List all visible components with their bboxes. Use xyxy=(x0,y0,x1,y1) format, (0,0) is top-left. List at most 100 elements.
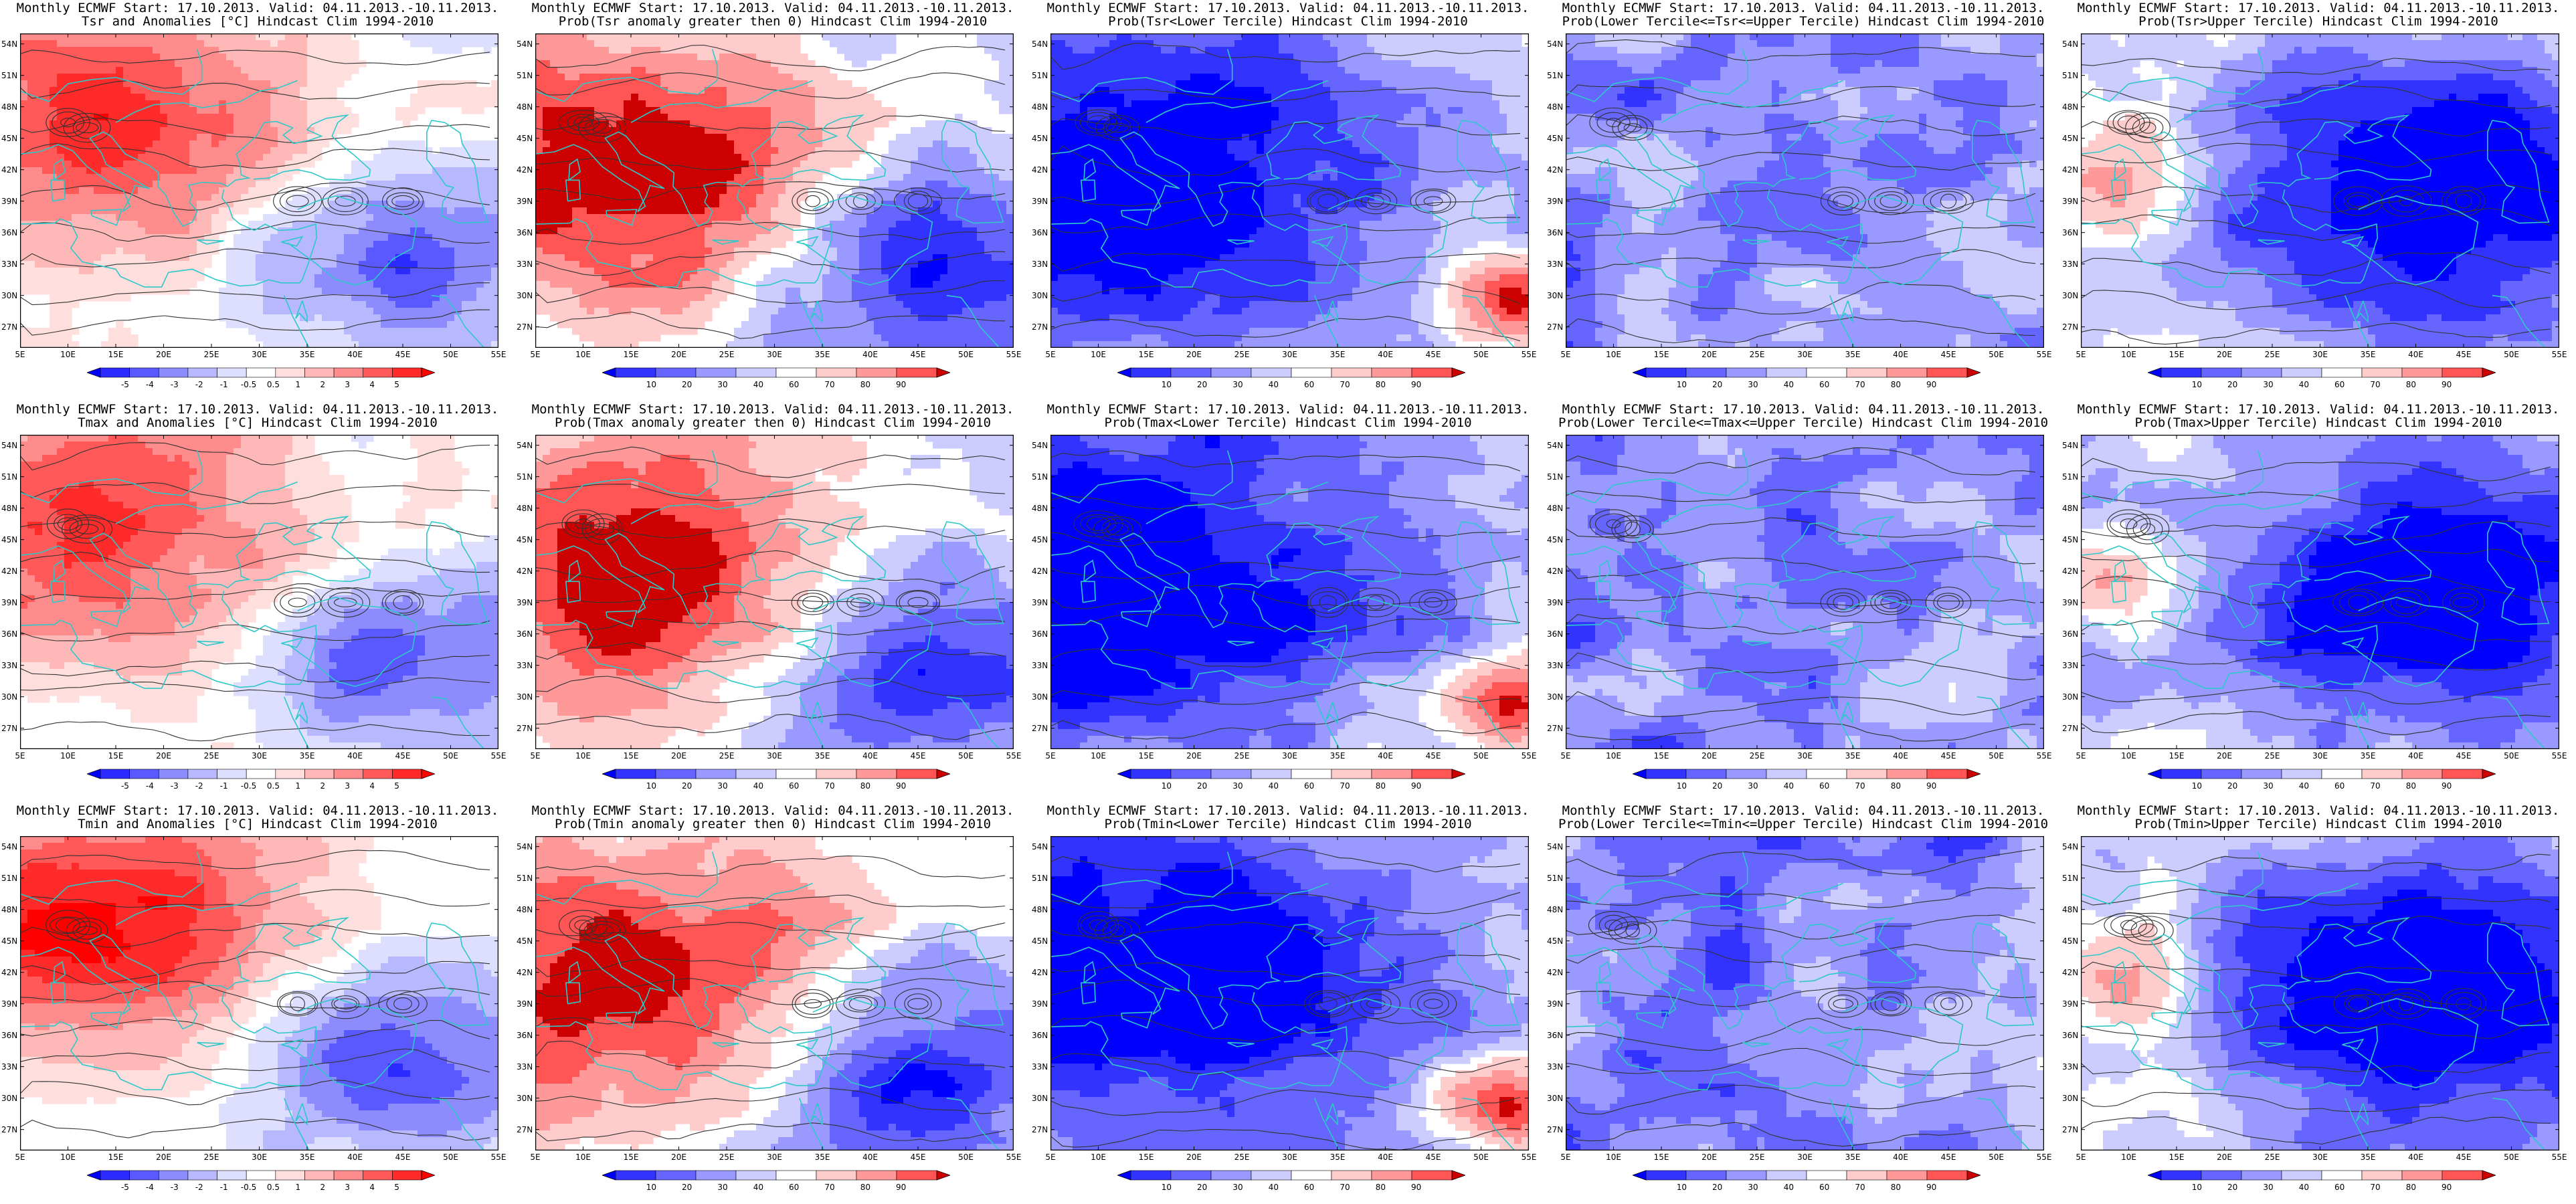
lon-tick-label: 50E xyxy=(443,350,458,359)
panel-subtitle: Prob(Tsr>Upper Tercile) Hindcast Clim 19… xyxy=(2061,15,2576,29)
lat-tick-label: 51N xyxy=(1547,874,1563,883)
lat-tick-label: 27N xyxy=(2062,1125,2078,1134)
lat-tick-label: 36N xyxy=(1547,629,1563,639)
lon-tick-label: 35E xyxy=(2361,350,2376,359)
panel-title: Monthly ECMWF Start: 17.10.2013. Valid: … xyxy=(1546,1,2061,15)
lon-tick-label: 20E xyxy=(2217,751,2232,761)
colorbar-label: 80 xyxy=(2406,1183,2416,1192)
lat-tick-label: 42N xyxy=(517,165,533,175)
forecast-map xyxy=(535,435,1014,749)
lat-tick-label: 27N xyxy=(1032,322,1048,332)
colorbar-label: 60 xyxy=(1304,1183,1314,1192)
lat-tick-label: 48N xyxy=(1032,102,1048,112)
coastlines xyxy=(1566,450,2035,749)
colorbar-label: 3 xyxy=(345,380,350,389)
coastlines xyxy=(535,450,1004,749)
lon-tick-label: 10E xyxy=(1606,751,1621,761)
colorbar-label: 80 xyxy=(1376,380,1386,389)
lat-tick-label: 33N xyxy=(1,1062,17,1072)
lat-tick-label: 45N xyxy=(517,134,533,143)
lat-tick-label: 39N xyxy=(1032,598,1048,607)
lat-tick-label: 42N xyxy=(1032,165,1048,175)
lat-tick-label: 54N xyxy=(517,39,533,49)
map-canvas xyxy=(2081,836,2559,1150)
colorbar-label: 10 xyxy=(1162,781,1172,791)
forecast-panel: Monthly ECMWF Start: 17.10.2013. Valid: … xyxy=(515,401,1030,803)
panel-subtitle: Tmax and Anomalies [°C] Hindcast Clim 19… xyxy=(0,416,515,430)
lat-tick-label: 39N xyxy=(1032,999,1048,1009)
lat-tick-label: 33N xyxy=(517,260,533,269)
lon-tick-label: 35E xyxy=(300,1152,315,1162)
colorbar-label: 90 xyxy=(2442,1183,2452,1192)
lat-tick-label: 33N xyxy=(517,1062,533,1072)
colorbar-label: -4 xyxy=(146,1183,154,1192)
lon-tick-label: 10E xyxy=(1606,350,1621,359)
lon-tick-label: 15E xyxy=(1139,350,1154,359)
lon-tick-label: 35E xyxy=(2361,751,2376,761)
lon-tick-label: 55E xyxy=(1006,1152,1022,1162)
lon-tick-label: 30E xyxy=(1282,350,1297,359)
lon-tick-label: 35E xyxy=(1330,1152,1346,1162)
lat-tick-label: 30N xyxy=(1,1094,17,1103)
lat-tick-label: 54N xyxy=(2062,441,2078,450)
shaded-field xyxy=(20,33,498,348)
colorbar-label: -0.5 xyxy=(241,1183,256,1192)
forecast-map xyxy=(1566,836,2044,1150)
colorbar-label: 4 xyxy=(369,781,375,791)
lat-tick-label: 51N xyxy=(1032,874,1048,883)
lon-tick-label: 45E xyxy=(395,350,411,359)
colorbar-label: 80 xyxy=(1376,1183,1386,1192)
colorbar-label: 20 xyxy=(1197,781,1207,791)
lon-tick-label: 40E xyxy=(347,350,363,359)
lon-tick-label: 55E xyxy=(1006,751,1022,761)
temperature-contours xyxy=(535,856,1006,1142)
lat-tick-label: 30N xyxy=(1,291,17,300)
colorbar: -5 -4 -3 -2 -1 -0.5 0.5 1 2 3 4 5 xyxy=(86,1169,436,1203)
lon-tick-label: 15E xyxy=(1654,1152,1669,1162)
lon-tick-label: 45E xyxy=(2456,350,2472,359)
forecast-map xyxy=(20,836,498,1150)
colorbar-label: 10 xyxy=(1677,781,1687,791)
lat-tick-label: 48N xyxy=(517,504,533,513)
colorbar-label: 40 xyxy=(2299,380,2309,389)
forecast-map xyxy=(20,33,498,348)
lat-tick-label: 27N xyxy=(1,724,17,733)
colorbar-label: 60 xyxy=(1819,380,1829,389)
colorbar: 10 20 30 40 60 70 80 90 xyxy=(601,367,951,400)
forecast-panel: Monthly ECMWF Start: 17.10.2013. Valid: … xyxy=(1030,803,1546,1204)
colorbar: 10 20 30 40 60 70 80 90 xyxy=(2146,367,2497,400)
colorbar: 10 20 30 40 60 70 80 90 xyxy=(2146,1169,2497,1203)
colorbar-label: 20 xyxy=(682,781,692,791)
panel-title: Monthly ECMWF Start: 17.10.2013. Valid: … xyxy=(515,1,1030,15)
forecast-map xyxy=(2081,836,2559,1150)
lon-tick-label: 10E xyxy=(60,350,76,359)
lat-tick-label: 27N xyxy=(1547,1125,1563,1134)
lon-tick-label: 45E xyxy=(1941,1152,1956,1162)
lon-tick-label: 20E xyxy=(156,751,171,761)
temperature-contours xyxy=(2081,458,2551,735)
temperature-contours xyxy=(1050,43,1521,342)
lat-tick-label: 33N xyxy=(2062,1062,2078,1072)
colorbar-label: 30 xyxy=(2263,781,2273,791)
panel-title: Monthly ECMWF Start: 17.10.2013. Valid: … xyxy=(2061,403,2576,417)
lon-tick-label: 5E xyxy=(15,350,25,359)
colorbar-label: 90 xyxy=(896,1183,906,1192)
lon-tick-label: 35E xyxy=(815,350,830,359)
lon-tick-label: 15E xyxy=(1139,1152,1154,1162)
colorbar-label: 20 xyxy=(682,380,692,389)
lon-tick-label: 40E xyxy=(347,1152,363,1162)
lon-tick-label: 50E xyxy=(1473,350,1489,359)
colorbar-label: -2 xyxy=(195,380,203,389)
lat-tick-label: 45N xyxy=(2062,535,2078,544)
lat-tick-label: 39N xyxy=(1547,999,1563,1009)
lon-tick-label: 5E xyxy=(1045,1152,1055,1162)
lon-tick-label: 45E xyxy=(911,1152,926,1162)
lat-tick-label: 45N xyxy=(1032,134,1048,143)
colorbar-label: 60 xyxy=(2334,1183,2344,1192)
panel-subtitle: Prob(Tmax>Upper Tercile) Hindcast Clim 1… xyxy=(2061,416,2576,430)
lat-tick-label: 39N xyxy=(1,999,17,1009)
lon-tick-label: 40E xyxy=(1378,350,1393,359)
colorbar-label: -0.5 xyxy=(241,781,256,791)
colorbar: -5 -4 -3 -2 -1 -0.5 0.5 1 2 3 4 5 xyxy=(86,768,436,801)
